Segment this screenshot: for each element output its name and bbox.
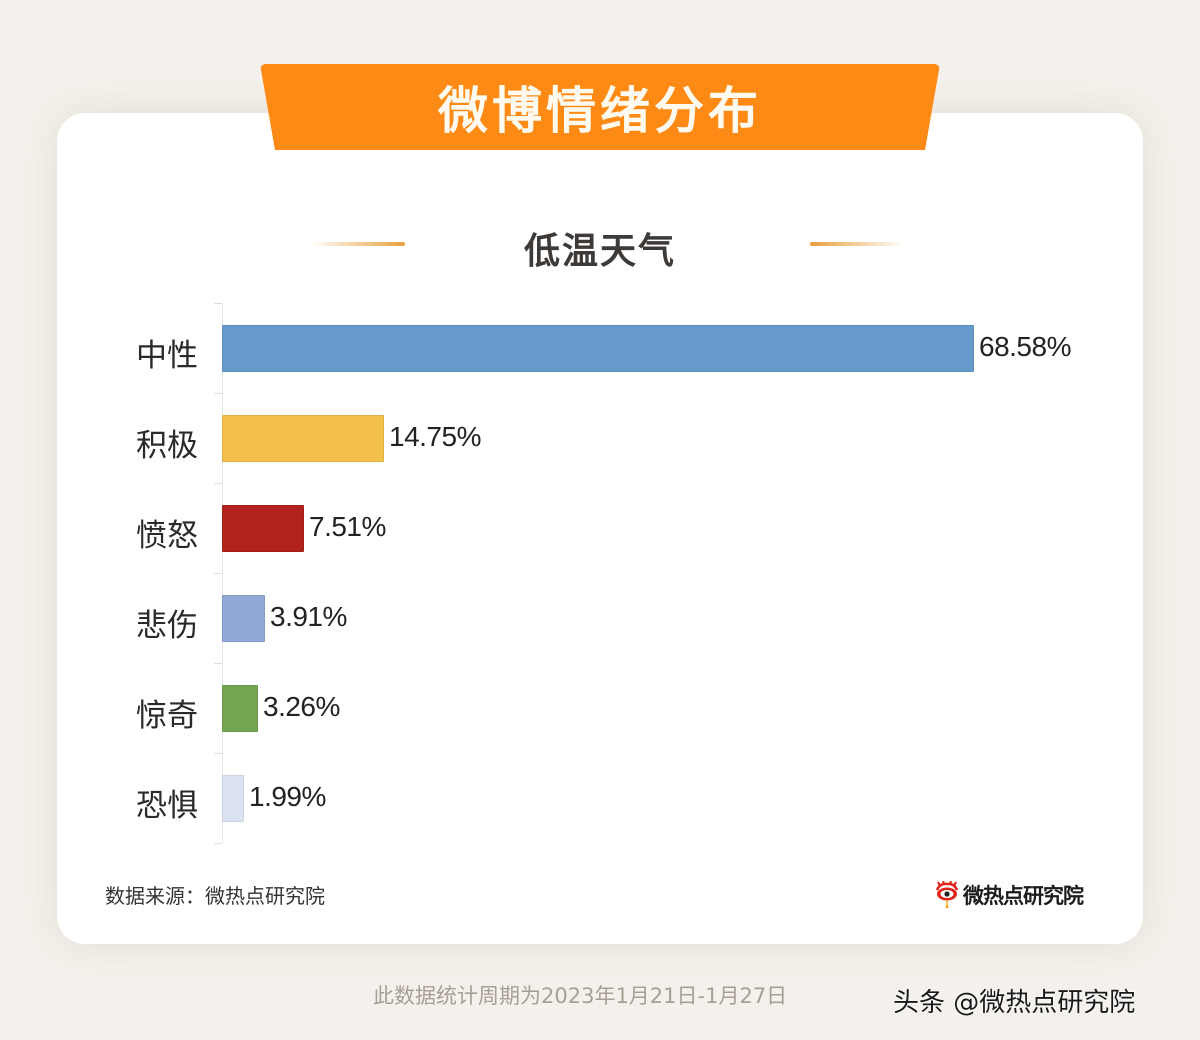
y-axis-line [222,303,223,843]
logo-text: 微热点研究院 [963,884,1084,908]
bar [222,775,244,822]
bar-row: 悲伤 3.91% [0,573,1200,663]
brand-logo: 微热点研究院 [934,880,1084,910]
bar-row: 积极 14.75% [0,393,1200,483]
value-label: 68.58% [979,331,1071,362]
data-source: 数据来源：微热点研究院 [105,884,325,908]
axis-tick [214,663,222,664]
watermark: 头条 @微热点研究院 [893,988,1136,1018]
axis-tick [214,393,222,394]
value-label: 3.91% [270,601,347,632]
axis-tick [214,303,222,304]
value-label: 3.26% [263,691,340,722]
axis-tick [214,753,222,754]
statistics-period: 此数据统计周期为2023年1月21日-1月27日 [373,984,788,1008]
banner-title: 微博情绪分布 [438,82,762,140]
bar [222,595,265,642]
axis-tick [214,483,222,484]
axis-tick [214,843,222,844]
chart-subtitle: 低温天气 [523,231,676,272]
category-label: 恐惧 [136,788,198,824]
subtitle-row: 低温天气 [0,222,1200,272]
category-label: 惊奇 [136,698,198,734]
bar-row: 恐惧 1.99% [0,753,1200,843]
bar-row: 愤怒 7.51% [0,483,1200,573]
category-label: 积极 [136,428,198,464]
axis-tick [214,573,222,574]
bar [222,505,304,552]
bar [222,415,384,462]
category-label: 中性 [136,338,198,374]
value-label: 7.51% [309,511,386,542]
category-label: 悲伤 [136,608,198,644]
decorative-line-right [810,242,905,246]
bar [222,685,258,732]
bar-row: 中性 68.58% [0,303,1200,393]
decorative-line-left [310,242,405,246]
bar-row: 惊奇 3.26% [0,663,1200,753]
value-label: 1.99% [249,781,326,812]
category-label: 愤怒 [136,518,198,554]
title-banner: 微博情绪分布 [260,64,940,150]
weibo-eye-icon [935,881,959,908]
bar [222,325,974,372]
value-label: 14.75% [389,421,481,452]
